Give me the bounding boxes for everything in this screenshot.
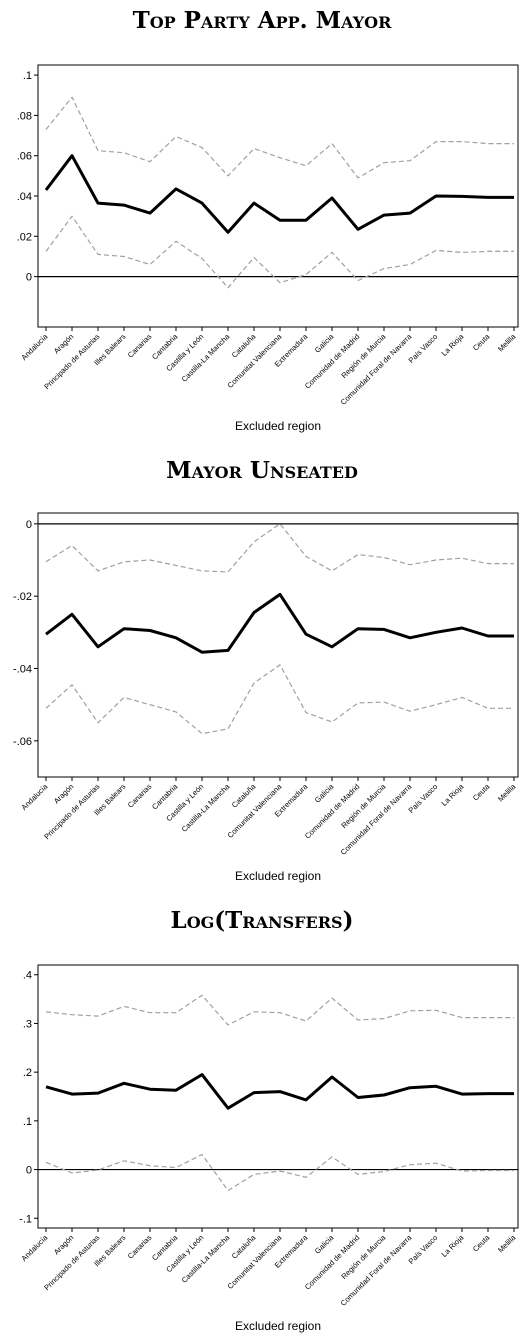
y-tick-label: 0 <box>26 272 32 284</box>
x-tick-label: Andalucía <box>19 331 50 362</box>
x-tick-label: Región de Murcia <box>339 1232 388 1281</box>
y-tick-label: .3 <box>23 1018 32 1030</box>
series-line <box>45 215 514 289</box>
x-tick-label: Aragón <box>52 782 75 805</box>
series-line <box>45 994 514 1026</box>
series-line <box>45 523 514 573</box>
y-tick-label: .02 <box>17 231 32 243</box>
x-tick-label: Castilla-La Mancha <box>180 1232 232 1284</box>
y-tick-label: .08 <box>17 110 32 122</box>
x-tick-label: Ceuta <box>471 781 492 802</box>
y-tick-label: -.1 <box>19 1213 32 1225</box>
series-line <box>44 154 514 234</box>
x-axis-label: Excluded region <box>235 419 321 433</box>
x-tick-label: La Rioja <box>440 781 466 807</box>
chart-title: Mayor Unseated <box>166 457 358 484</box>
y-tick-label: .1 <box>23 70 32 82</box>
x-tick-label: Castilla-La Mancha <box>180 781 232 833</box>
x-tick-label: Melilla <box>496 1232 518 1254</box>
x-tick-label: Castilla-La Mancha <box>180 331 232 383</box>
chart-title: Top Party App. Mayor <box>133 7 393 34</box>
series-line <box>45 96 514 179</box>
x-tick-label: Andalucía <box>19 781 50 812</box>
chart: Top Party App. Mayor 0 .02 .04 .06 .08 .1 Andal… <box>17 7 519 433</box>
x-axis-label: Excluded region <box>235 1319 321 1333</box>
y-tick-label: .4 <box>23 970 32 982</box>
y-tick-label: -.06 <box>13 736 32 748</box>
y-tick-label: 0 <box>26 519 32 531</box>
x-tick-label: Región de Murcia <box>339 331 388 380</box>
plot-frame <box>37 512 519 778</box>
y-tick-label: .2 <box>23 1067 32 1079</box>
chart: Mayor Unseated -.06 -.04 -.02 0 Andalucía Arag… <box>13 457 519 883</box>
y-tick-label: .06 <box>17 151 32 163</box>
series-line <box>45 592 514 654</box>
x-tick-label: Melilla <box>496 331 518 353</box>
series-line <box>45 664 514 735</box>
y-tick-label: 0 <box>26 1165 32 1177</box>
chart-title: Log(Transfers) <box>171 907 354 934</box>
x-tick-label: Andalucía <box>19 1232 50 1263</box>
x-tick-label: Galicia <box>313 331 336 354</box>
series-line <box>45 1153 514 1192</box>
y-tick-label: -.02 <box>13 591 32 603</box>
x-tick-label: La Rioja <box>440 331 466 357</box>
x-tick-label: Región de Murcia <box>339 781 388 830</box>
x-tick-label: Galicia <box>313 1232 336 1255</box>
x-tick-label: La Rioja <box>440 1232 466 1258</box>
x-tick-label: Ceuta <box>471 331 492 352</box>
series-line <box>45 1073 514 1110</box>
x-axis-label: Excluded region <box>235 869 321 883</box>
y-tick-label: .04 <box>17 191 32 203</box>
chart: Log(Transfers) -.1 0 .1 .2 .3 .4 Andalucía Aragó… <box>19 907 519 1333</box>
x-tick-label: Galicia <box>313 781 336 804</box>
x-tick-label: Ceuta <box>471 1232 492 1253</box>
x-tick-label: Aragón <box>52 332 75 355</box>
y-tick-label: .1 <box>23 1116 32 1128</box>
y-tick-label: -.04 <box>13 664 32 676</box>
x-tick-label: Aragón <box>52 1233 75 1256</box>
plot-frame <box>37 964 519 1229</box>
x-tick-label: Melilla <box>496 781 518 803</box>
